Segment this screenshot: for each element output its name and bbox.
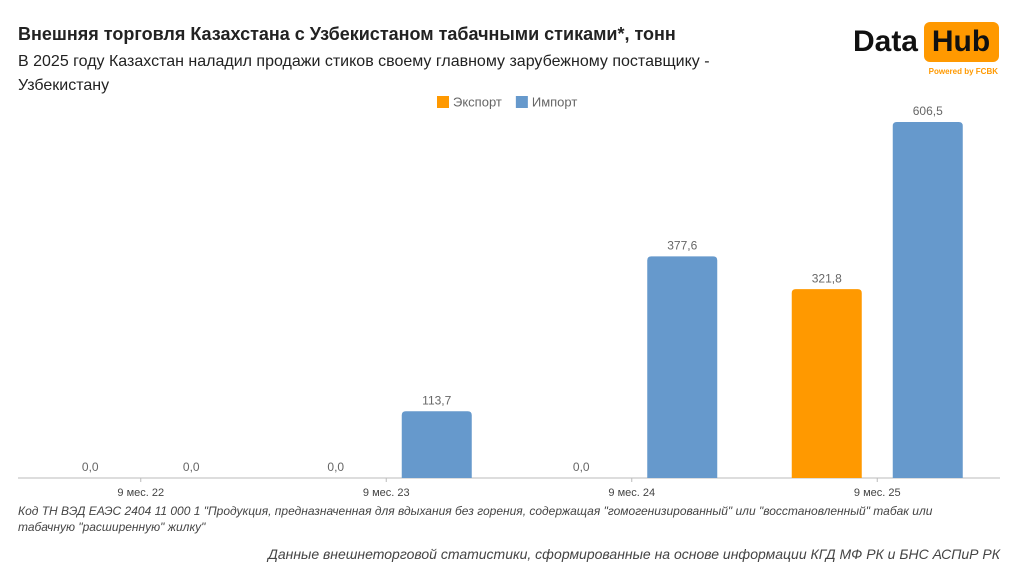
- legend-label: Экспорт: [453, 94, 502, 109]
- value-label: 0,0: [573, 460, 590, 474]
- footnote: Код ТН ВЭД ЕАЭС 2404 11 000 1 "Продукция…: [18, 504, 933, 534]
- x-tick-label: 9 мес. 23: [363, 487, 410, 499]
- logo-box: [924, 22, 999, 62]
- x-tick-label: 9 мес. 25: [854, 487, 901, 499]
- value-label: 113,7: [422, 393, 451, 407]
- value-label: 377,6: [667, 239, 697, 253]
- x-tick-label: 9 мес. 22: [117, 487, 164, 499]
- bar: [401, 411, 472, 478]
- source: Данные внешнеторговой статистики, сформи…: [267, 546, 1000, 562]
- bar: [647, 256, 718, 478]
- chart-title: Внешняя торговля Казахстана с Узбекистан…: [18, 24, 676, 44]
- bar: [892, 122, 963, 478]
- x-tick-label: 9 мес. 24: [608, 487, 655, 499]
- legend-label: Импорт: [532, 94, 577, 109]
- value-label: 0,0: [82, 460, 99, 474]
- logo-tagline: Powered by FCBK: [929, 67, 999, 76]
- legend-swatch: [437, 96, 449, 108]
- value-label: 0,0: [183, 460, 200, 474]
- value-label: 606,5: [913, 104, 943, 118]
- value-label: 0,0: [327, 460, 344, 474]
- chart-subtitle: В 2025 году Казахстан наладил продажи ст…: [18, 53, 710, 94]
- logo-right: Hub: [932, 25, 990, 58]
- logo-left: Data: [853, 25, 918, 58]
- legend-swatch: [515, 96, 528, 108]
- bar: [791, 289, 862, 478]
- value-label: 321,8: [812, 271, 842, 285]
